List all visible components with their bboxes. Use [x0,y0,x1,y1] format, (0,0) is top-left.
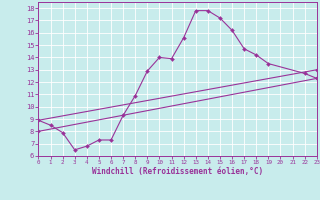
X-axis label: Windchill (Refroidissement éolien,°C): Windchill (Refroidissement éolien,°C) [92,167,263,176]
